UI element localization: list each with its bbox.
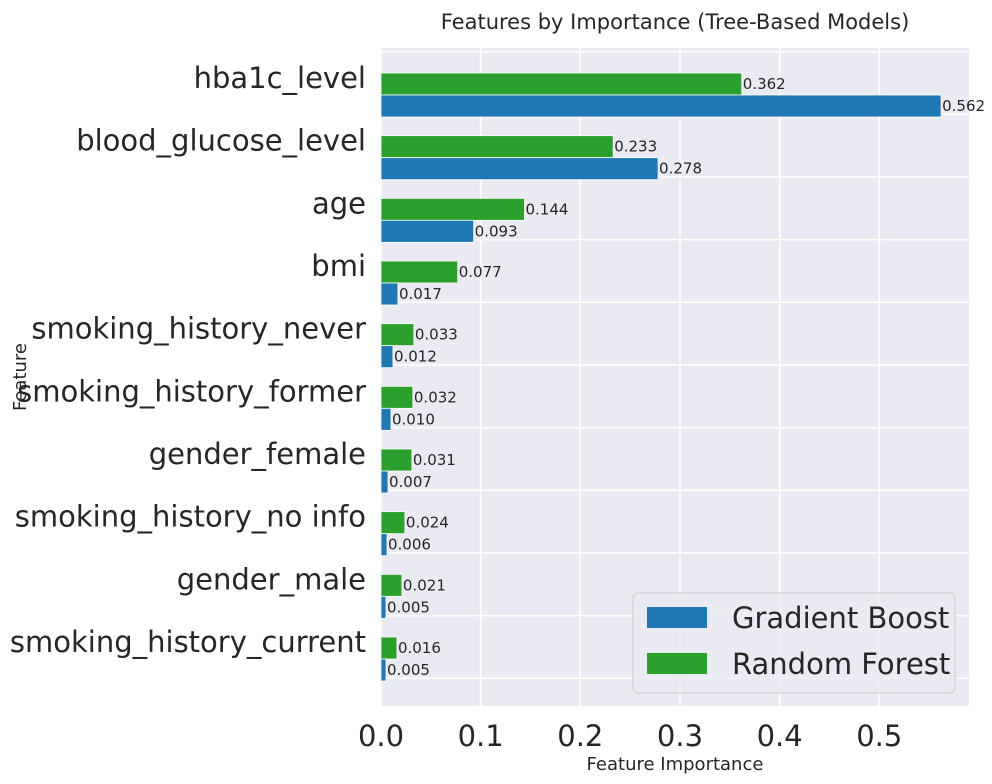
category-label-bmi: bmi [311,249,366,283]
x-tick-label: 0.2 [557,719,603,753]
bar-random-forest-gender-female [380,448,413,472]
bar-random-forest-age [380,197,525,221]
category-label-smoking-history-no-info: smoking_history_no info [15,500,366,534]
category-label-smoking-history-current: smoking_history_current [10,625,366,659]
bar-gradient-boost-blood-glucose-level [380,157,659,181]
category-label-gender-female: gender_female [149,437,366,471]
bar-random-forest-smoking-history-no-info [380,511,406,535]
x-axis-label: Feature Importance [587,754,764,775]
value-label-random-forest-age: 0.144 [526,200,569,218]
bar-random-forest-smoking-history-current [380,636,398,660]
value-label-random-forest-gender-male: 0.021 [403,576,446,594]
y-axis-label: Feature [10,343,31,411]
value-label-gradient-boost-gender-male: 0.005 [387,598,430,616]
category-label-blood-glucose-level: blood_glucose_level [76,124,366,158]
value-label-gradient-boost-smoking-history-former: 0.010 [392,410,435,428]
bar-random-forest-gender-male [380,573,403,597]
legend-box [632,592,956,694]
bar-random-forest-smoking-history-never [380,323,415,347]
bar-gradient-boost-gender-male [380,595,387,619]
value-label-random-forest-smoking-history-current: 0.016 [398,639,441,657]
bar-random-forest-blood-glucose-level [380,135,614,159]
value-label-random-forest-smoking-history-no-info: 0.024 [406,514,449,532]
value-label-gradient-boost-smoking-history-current: 0.005 [387,661,430,679]
category-label-smoking-history-never: smoking_history_never [31,312,366,346]
bar-gradient-boost-gender-female [380,470,389,494]
bar-random-forest-bmi [380,260,459,284]
value-label-random-forest-smoking-history-never: 0.033 [415,326,458,344]
value-label-gradient-boost-age: 0.093 [475,222,518,240]
value-label-gradient-boost-smoking-history-never: 0.012 [394,348,437,366]
x-tick-label: 0.4 [757,719,803,753]
legend-swatch-gradient-boost [647,607,707,628]
category-label-hba1c-level: hba1c_level [194,61,366,95]
bar-random-forest-hba1c-level [380,72,743,96]
category-label-smoking-history-former: smoking_history_former [17,374,366,408]
x-tick-label: 0.3 [657,719,703,753]
x-tick-label: 0.0 [358,719,404,753]
x-tick-labels: 0.0 0.1 0.2 0.3 0.4 0.5 [358,719,902,753]
chart-title: Features by Importance (Tree-Based Model… [441,10,910,34]
value-label-random-forest-smoking-history-former: 0.032 [414,388,457,406]
bar-gradient-boost-smoking-history-former [380,407,392,431]
value-label-random-forest-gender-female: 0.031 [413,451,456,469]
legend: Gradient Boost Random Forest [632,592,956,694]
legend-swatch-random-forest [647,653,707,674]
bar-gradient-boost-hba1c-level [380,94,942,118]
bars [380,72,942,682]
value-label-gradient-boost-bmi: 0.017 [399,285,442,303]
category-label-gender-male: gender_male [177,562,366,596]
legend-label-random-forest: Random Forest [732,647,950,681]
x-tick-label: 0.5 [856,719,902,753]
value-label-gradient-boost-hba1c-level: 0.562 [942,97,985,115]
value-label-random-forest-hba1c-level: 0.362 [743,75,786,93]
bar-gradient-boost-smoking-history-current [380,658,387,682]
bar-random-forest-smoking-history-former [380,385,414,409]
bar-gradient-boost-smoking-history-no-info [380,533,388,557]
x-tick-label: 0.1 [458,719,504,753]
value-label-gradient-boost-smoking-history-no-info: 0.006 [388,536,431,554]
value-label-gradient-boost-blood-glucose-level: 0.278 [659,160,702,178]
bar-gradient-boost-bmi [380,282,399,306]
bar-gradient-boost-age [380,219,475,243]
category-label-age: age [312,186,366,220]
value-label-random-forest-bmi: 0.077 [459,263,502,281]
bar-gradient-boost-smoking-history-never [380,345,394,369]
value-label-gradient-boost-gender-female: 0.007 [389,473,432,491]
value-label-random-forest-blood-glucose-level: 0.233 [614,138,657,156]
legend-label-gradient-boost: Gradient Boost [732,601,949,635]
